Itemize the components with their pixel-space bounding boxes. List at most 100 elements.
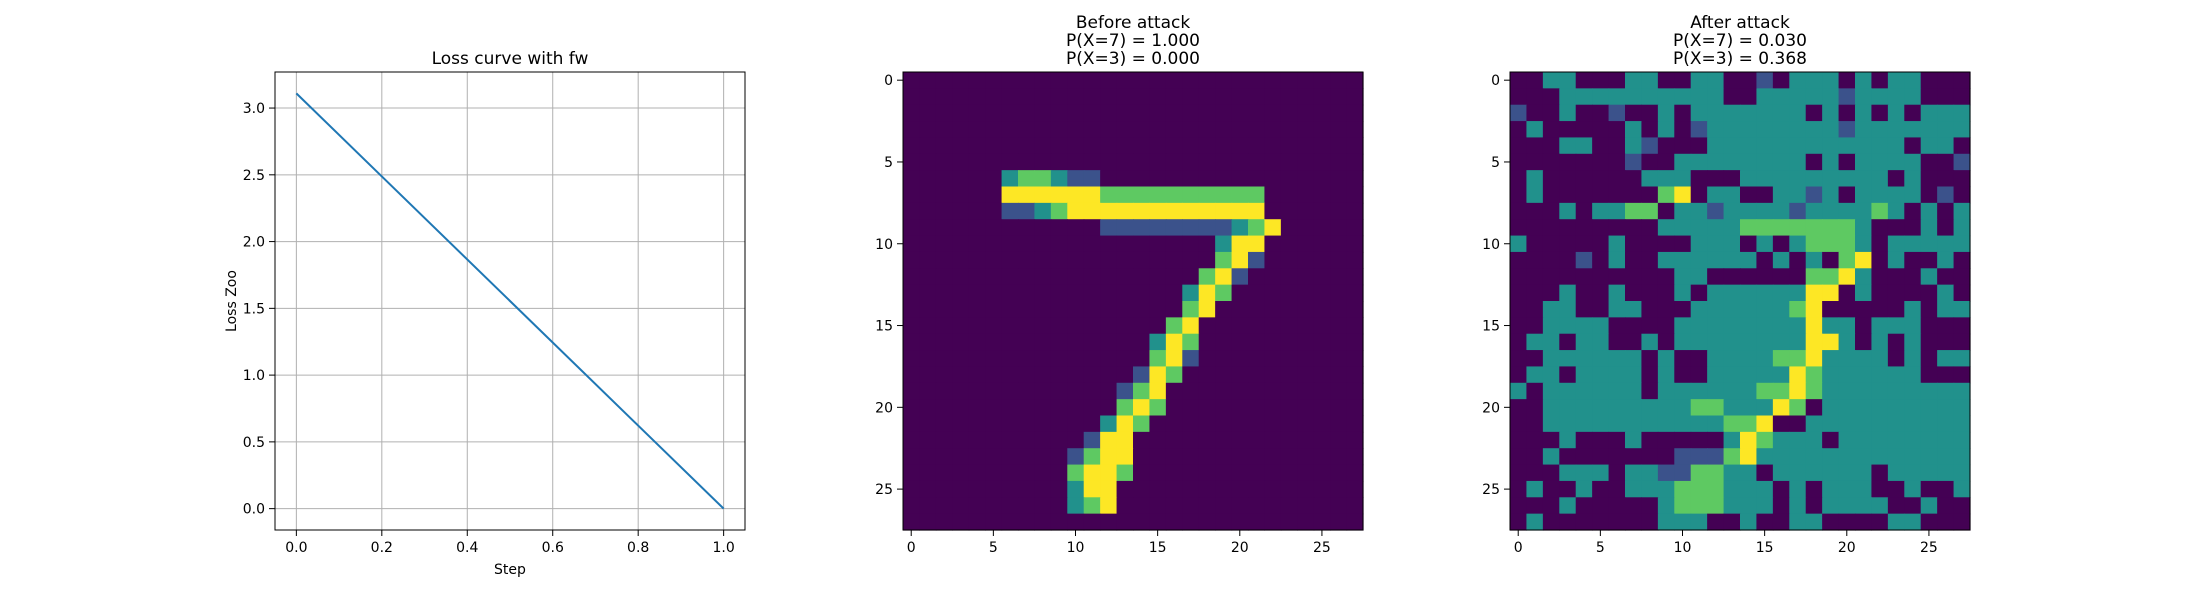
after-pixel [1723,219,1741,237]
before-pixel [1133,137,1151,155]
before-pixel [1297,153,1315,171]
before-pixel [1018,399,1036,417]
after-pixel [1657,186,1675,204]
before-pixel [1100,513,1118,531]
after-pixel [1855,137,1873,155]
before-pixel [1346,464,1364,482]
before-pixel [1313,497,1331,515]
after-pixel [1805,153,1823,171]
before-pixel [1231,235,1249,253]
before-pixel [1116,219,1134,237]
before-pixel [1264,301,1282,318]
before-pixel [1313,72,1331,89]
before-y-tick-label: 10 [875,237,893,253]
after-pixel [1510,513,1528,531]
after-pixel [1575,350,1593,368]
before-pixel [1018,350,1036,368]
after-pixel [1855,497,1873,515]
before-pixel [1149,202,1167,220]
after-pixel [1690,268,1708,286]
before-pixel [919,137,937,155]
after-pixel [1641,202,1659,220]
before-pixel [985,301,1003,318]
after-pixel [1559,186,1577,204]
before-pixel [903,284,921,302]
before-pixel [1198,301,1216,318]
after-pixel [1542,72,1560,89]
after-pixel [1789,235,1807,253]
before-pixel [1050,480,1068,498]
before-pixel [1067,366,1085,384]
after-pixel [1608,251,1626,269]
before-pixel [1231,497,1249,515]
before-pixel [1215,284,1233,302]
before-pixel [1083,415,1101,433]
before-pixel [1001,104,1019,122]
before-pixel [1264,219,1282,237]
after-pixel [1723,301,1741,318]
before-pixel [1165,464,1183,482]
before-pixel [1346,382,1364,400]
after-pixel [1871,480,1889,498]
before-pixel [1264,251,1282,269]
before-pixel [903,235,921,253]
after-pixel [1937,170,1955,188]
before-pixel [1264,121,1282,139]
after-pixel [1674,431,1692,449]
before-pixel [935,382,953,400]
after-pixel [1740,284,1758,302]
after-pixel [1690,137,1708,155]
after-pixel [1871,170,1889,188]
after-pixel [1953,153,1971,171]
before-pixel [1034,268,1052,286]
before-pixel [1330,170,1348,188]
after-pixel [1657,104,1675,122]
before-pixel [903,153,921,171]
before-pixel [1001,464,1019,482]
before-pixel [919,202,937,220]
after-pixel [1510,88,1528,106]
before-pixel [1231,268,1249,286]
after-pixel [1871,497,1889,515]
before-pixel [1100,448,1118,466]
after-pixel [1559,284,1577,302]
after-pixel [1822,497,1840,515]
before-pixel [1001,333,1019,351]
after-pixel [1887,104,1905,122]
before-pixel [1215,268,1233,286]
after-pixel [1838,317,1856,335]
before-pixel [1198,153,1216,171]
after-pixel [1674,317,1692,335]
before-pixel [919,88,937,106]
before-pixel [1280,366,1298,384]
after-pixel [1822,350,1840,368]
after-pixel [1855,72,1873,89]
after-pixel [1772,513,1790,531]
after-pixel [1510,137,1528,155]
after-pixel [1657,415,1675,433]
after-pixel [1887,88,1905,106]
after-pixel [1575,497,1593,515]
before-pixel [1067,399,1085,417]
before-pixel [1050,88,1068,106]
before-pixel [1133,153,1151,171]
before-pixel [1116,104,1134,122]
after-pixel [1772,153,1790,171]
after-pixel [1740,72,1758,89]
before-pixel [1313,219,1331,237]
after-pixel [1904,219,1922,237]
after-pixel [1920,251,1938,269]
after-pixel [1510,251,1528,269]
after-pixel [1740,350,1758,368]
before-pixel [952,153,970,171]
before-pixel [1182,513,1200,531]
after-attack-panel: After attack P(X=7) = 0.030 P(X=3) = 0.3… [1482,13,1971,556]
after-pixel [1575,382,1593,400]
after-pixel [1822,72,1840,89]
after-pixel [1953,104,1971,122]
before-pixel [1280,333,1298,351]
after-pixel [1657,219,1675,237]
before-pixel [1330,186,1348,204]
after-pixel [1920,350,1938,368]
before-pixel [1149,88,1167,106]
